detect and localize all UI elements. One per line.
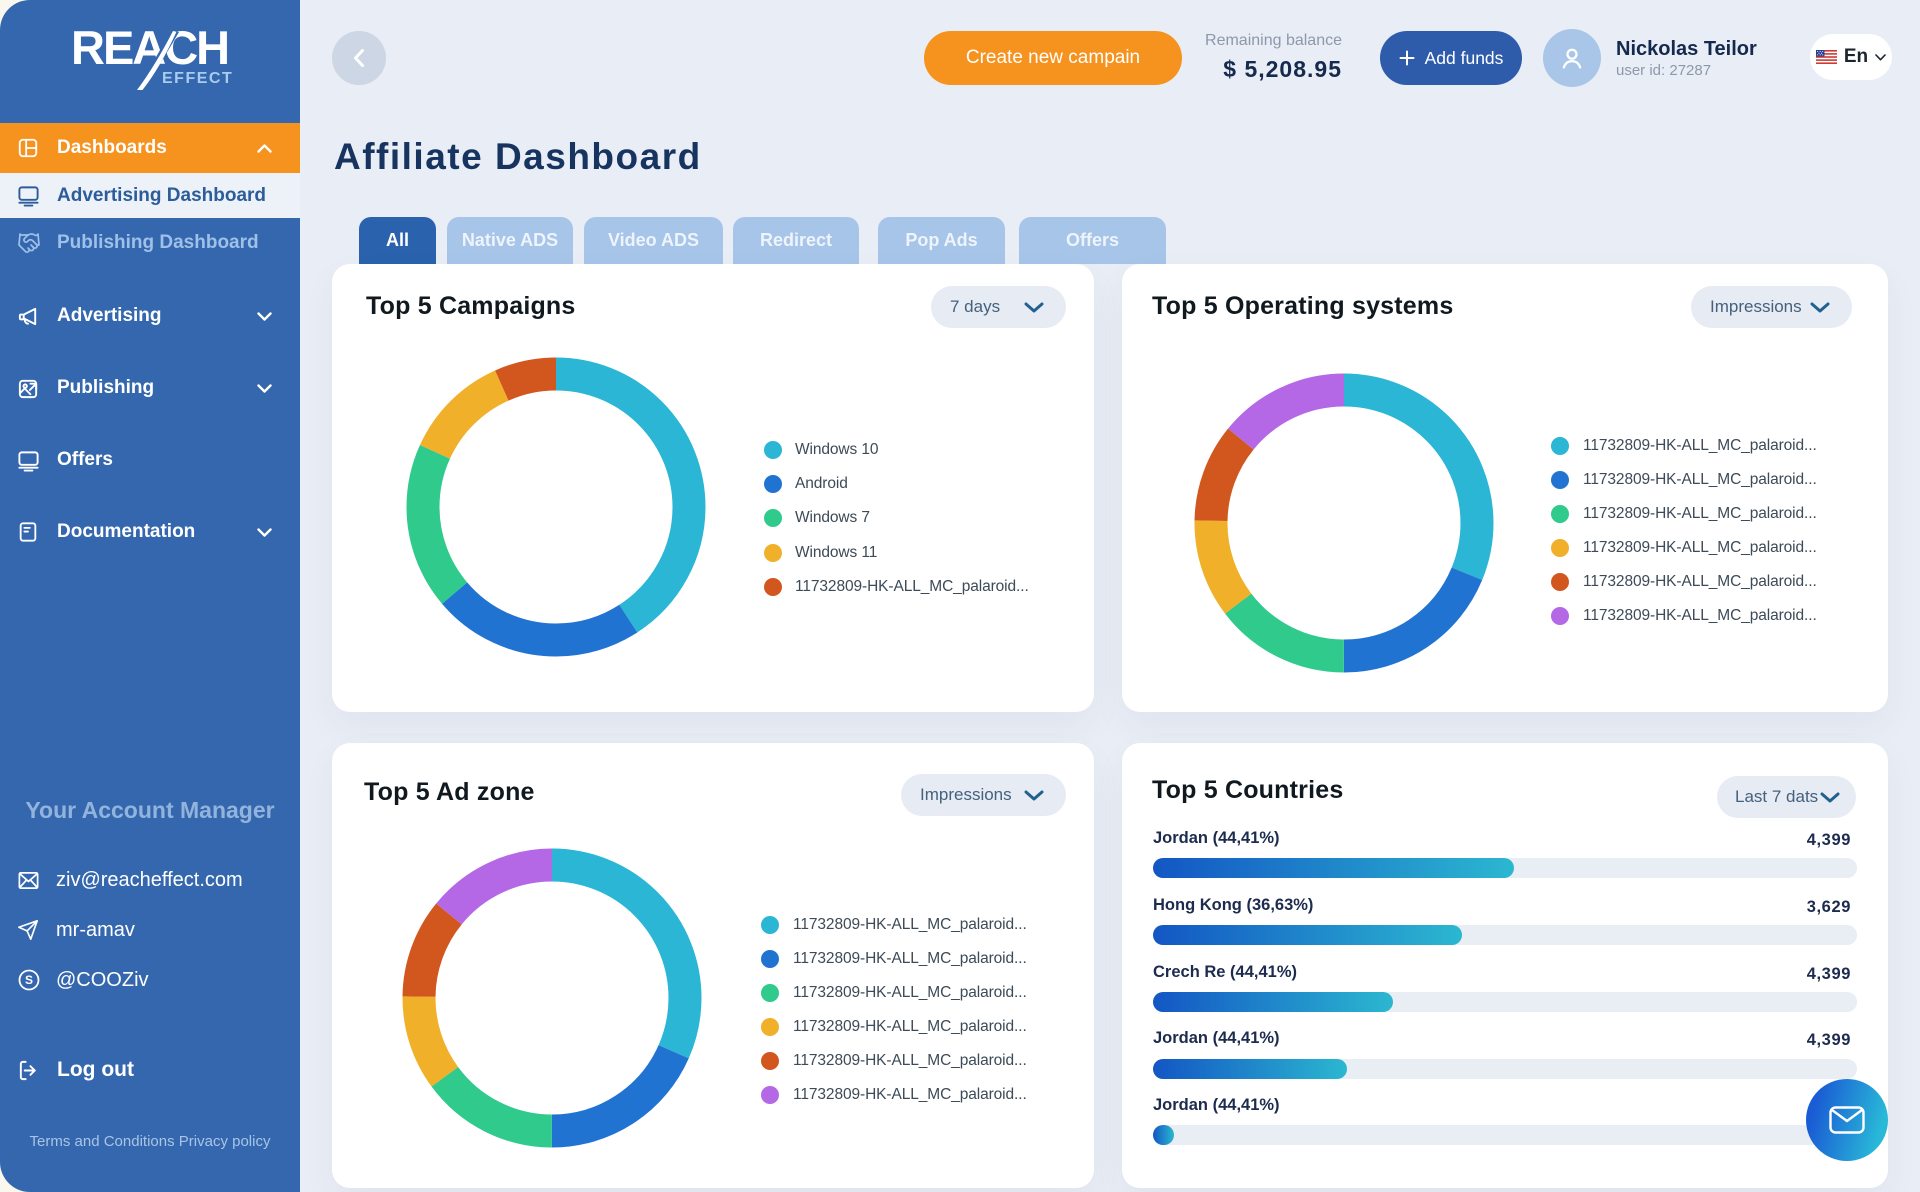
svg-text:S: S (25, 973, 33, 987)
